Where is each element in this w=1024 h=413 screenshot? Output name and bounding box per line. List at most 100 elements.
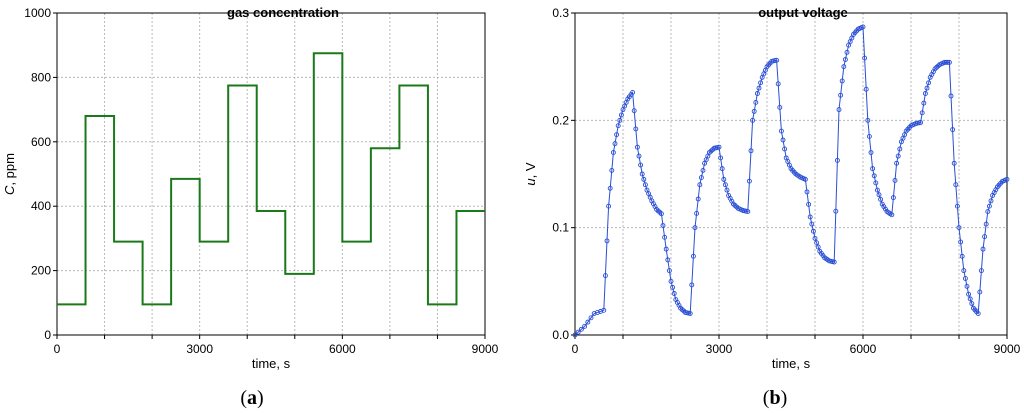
data-point: [950, 127, 956, 133]
data-point: [638, 162, 644, 168]
data-point: [639, 171, 645, 177]
data-point: [841, 64, 847, 70]
data-point: [918, 120, 924, 125]
data-point: [897, 146, 903, 152]
x-axis-label: time, s: [772, 356, 811, 371]
data-point: [870, 166, 876, 172]
data-point: [982, 234, 988, 240]
chart-gas-concentration: 0 3000 6000 9000 0 200 400 600 800 1000 gas concen…: [2, 5, 499, 409]
panel-label-letter: a: [247, 387, 257, 409]
data-point: [631, 108, 637, 114]
data-point: [892, 177, 898, 183]
x-axis-label: time, s: [252, 356, 291, 371]
data-point: [754, 91, 760, 96]
data-point: [967, 296, 973, 302]
data-point: [807, 214, 813, 220]
data-point: [745, 209, 751, 215]
data-point: [919, 110, 925, 116]
chart-title: gas concentration: [227, 5, 339, 20]
data-point: [975, 311, 981, 316]
data-point: [718, 155, 724, 161]
data-point: [890, 195, 896, 201]
y-tick-label: 0.3: [552, 6, 569, 20]
data-point: [844, 49, 850, 55]
data-point: [862, 55, 868, 61]
data-point: [836, 107, 842, 113]
y-axis-label-variable: C: [2, 185, 17, 195]
data-point: [582, 323, 588, 329]
data-point: [615, 123, 621, 129]
data-point: [665, 257, 671, 263]
chart-title: output voltage: [758, 5, 848, 20]
data-point: [953, 182, 959, 188]
data-point: [695, 196, 701, 202]
y-tick-label: 0.2: [552, 113, 569, 127]
data-point: [756, 85, 762, 91]
y-axis-label-variable: u: [523, 178, 538, 185]
data-point: [575, 329, 581, 335]
data-point: [782, 146, 788, 152]
data-point: [812, 235, 818, 241]
data-point: [894, 160, 900, 166]
panel-label: (a): [240, 387, 263, 409]
data-point: [839, 78, 845, 84]
plot-frame: [56, 12, 486, 336]
data-point: [694, 210, 700, 216]
data-point: [988, 198, 994, 204]
y-axis-label-unit: , ppm: [2, 153, 17, 186]
data-point: [945, 59, 951, 65]
x-tick-label: 9000: [994, 342, 1021, 356]
data-point: [585, 319, 591, 325]
data-point: [871, 173, 877, 179]
data-point: [921, 100, 927, 106]
plot-area: [57, 13, 485, 335]
data-point: [833, 208, 839, 214]
data-point: [722, 182, 728, 188]
y-tick-label: 400: [31, 199, 51, 213]
data-point: [748, 148, 754, 154]
data-point: [724, 187, 730, 193]
data-point: [985, 209, 991, 215]
data-point: [612, 141, 618, 147]
series-line: [57, 52, 485, 306]
data-point: [700, 167, 706, 173]
data-point: [810, 228, 816, 234]
chart-output-voltage: 0 3000 6000 9000 0.0 0.1 0.2 0.3 output voltage t…: [523, 5, 1021, 409]
panel-label-letter: b: [769, 387, 780, 409]
data-point: [670, 284, 676, 290]
panel-label: (b): [763, 387, 787, 409]
y-tick-label: 0: [44, 328, 51, 342]
data-point: [578, 326, 584, 332]
data-point: [598, 308, 604, 314]
data-point: [591, 311, 597, 316]
data-point: [842, 57, 848, 62]
data-point: [966, 291, 972, 297]
data-point: [866, 133, 872, 139]
data-point: [777, 105, 783, 110]
data-point: [778, 128, 784, 134]
data-point: [751, 108, 757, 114]
data-point: [926, 80, 932, 86]
data-point: [606, 203, 612, 209]
y-axis-label: u, V: [523, 162, 538, 185]
data-point: [671, 291, 677, 296]
data-point: [831, 259, 837, 265]
data-point: [951, 160, 957, 166]
data-point: [946, 59, 952, 65]
data-point: [758, 80, 764, 86]
data-point: [716, 144, 722, 150]
data-point: [721, 176, 727, 182]
x-tick-label: 6000: [329, 342, 356, 356]
data-point: [961, 268, 967, 274]
data-point: [814, 240, 820, 246]
data-point: [719, 166, 725, 172]
data-point: [697, 182, 703, 188]
data-point: [806, 201, 812, 207]
data-point: [802, 176, 808, 182]
x-tick-label: 6000: [850, 342, 877, 356]
plot-frame: [574, 12, 1008, 336]
data-point: [750, 117, 756, 123]
data-point: [868, 150, 874, 155]
data-point: [633, 126, 639, 132]
data-point: [663, 246, 669, 252]
